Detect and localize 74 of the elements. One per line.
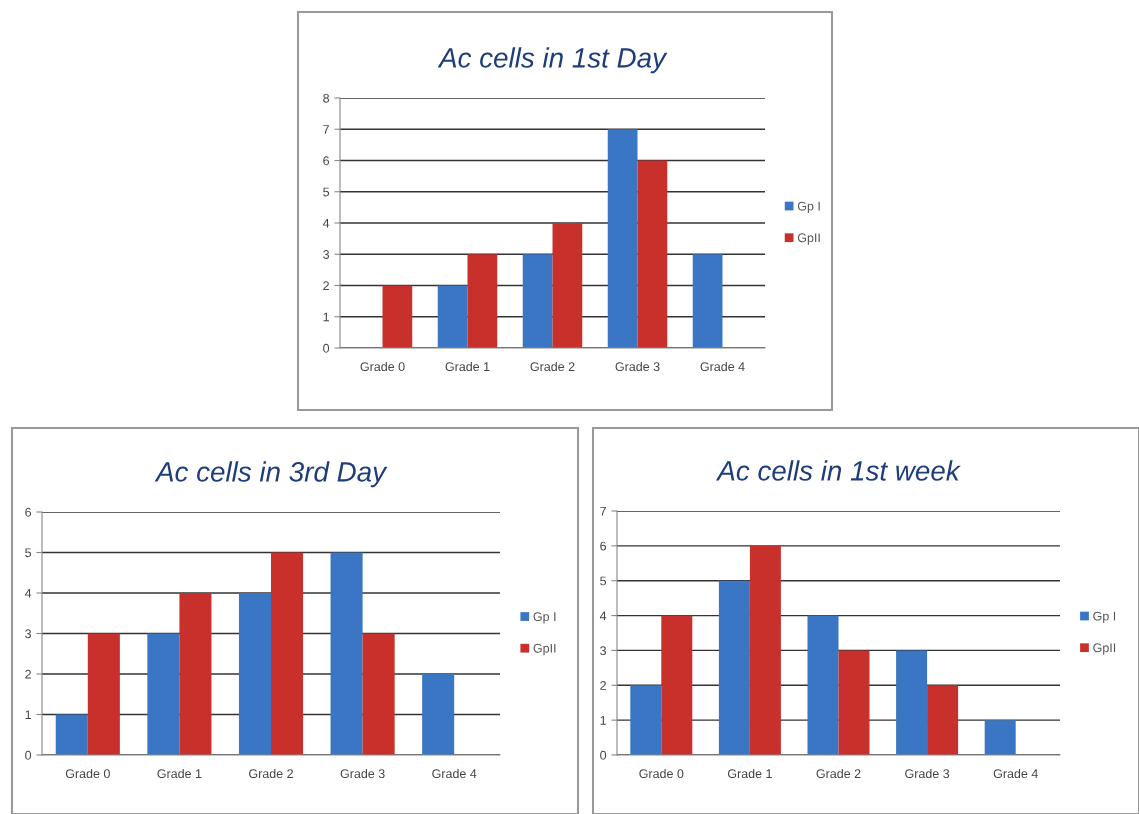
- bar: [838, 650, 870, 755]
- x-tick-label: Grade 1: [157, 768, 202, 779]
- y-tick-label: 3: [25, 629, 32, 639]
- bar: [422, 674, 455, 755]
- y-tick-label: 5: [600, 576, 607, 586]
- legend-label: GpII: [797, 233, 820, 245]
- y-tick-label: 3: [323, 250, 330, 259]
- bar: [330, 552, 363, 755]
- x-tick-label: Grade 2: [530, 361, 575, 372]
- x-tick-label: Grade 2: [249, 768, 293, 779]
- x-tick-label: Grade 3: [905, 768, 950, 779]
- y-tick-label: 4: [599, 611, 607, 621]
- bar: [896, 650, 928, 755]
- y-tick-label: 6: [600, 541, 607, 551]
- x-tick-label: Grade 4: [432, 768, 477, 779]
- bar: [692, 254, 723, 348]
- bar: [238, 593, 271, 755]
- x-tick-label: Grade 4: [993, 768, 1038, 779]
- bar: [718, 580, 750, 755]
- y-tick-label: 2: [323, 281, 329, 291]
- y-tick-label: 5: [323, 187, 330, 197]
- x-tick-label: Grade 2: [816, 768, 861, 779]
- x-tick-label: Grade 1: [445, 361, 490, 372]
- x-tick-label: Grade 0: [65, 768, 110, 779]
- bar: [927, 685, 959, 755]
- y-tick-label: 7: [600, 506, 606, 516]
- bar: [522, 254, 553, 348]
- y-tick-label: 2: [25, 669, 31, 679]
- y-tick-label: 4: [322, 218, 330, 228]
- y-tick-label: 0: [25, 750, 32, 760]
- bar: [437, 285, 468, 348]
- x-tick-label: Grade 1: [727, 768, 772, 779]
- bar: [552, 223, 583, 348]
- y-tick-label: 1: [323, 312, 329, 322]
- bar: [362, 633, 395, 755]
- y-tick-label: 5: [25, 548, 32, 558]
- bar: [147, 633, 180, 755]
- x-tick-label: Grade 3: [615, 361, 660, 372]
- bar: [984, 720, 1016, 755]
- chart-title: Ac cells in 3rd Day: [154, 461, 388, 488]
- y-tick-label: 1: [600, 716, 606, 725]
- x-tick-label: Grade 3: [340, 768, 385, 779]
- legend-label: Gp I: [797, 201, 820, 213]
- legend-label: GpII: [533, 643, 556, 656]
- bar: [87, 633, 120, 755]
- y-tick-label: 2: [600, 681, 606, 690]
- bar: [179, 593, 212, 755]
- y-tick-label: 1: [25, 710, 31, 720]
- bar: [467, 254, 498, 348]
- y-tick-label: 8: [323, 93, 330, 103]
- bar: [749, 545, 781, 755]
- y-tick-label: 0: [600, 750, 607, 760]
- legend-label: Gp I: [533, 612, 556, 624]
- bar: [661, 615, 693, 755]
- x-tick-label: Grade 0: [360, 361, 405, 372]
- y-tick-label: 4: [24, 588, 32, 598]
- y-tick-label: 0: [323, 343, 330, 353]
- chart-title: Ac cells in 1st week: [715, 460, 961, 481]
- legend-label: Gp I: [1093, 611, 1116, 623]
- y-tick-label: 7: [323, 125, 329, 134]
- chart-title: Ac cells in 1st Day: [437, 47, 668, 74]
- bar: [807, 615, 839, 755]
- bar: [271, 552, 304, 755]
- x-tick-label: Grade 0: [639, 768, 684, 779]
- y-tick-label: 3: [600, 646, 607, 656]
- y-tick-label: 6: [25, 507, 32, 517]
- bar: [382, 285, 413, 348]
- x-tick-label: Grade 4: [700, 361, 745, 372]
- bar: [637, 160, 668, 348]
- bar: [55, 714, 88, 755]
- y-tick-label: 6: [323, 156, 330, 166]
- bar: [607, 129, 638, 348]
- bar: [630, 685, 662, 755]
- legend-label: GpII: [1093, 643, 1116, 655]
